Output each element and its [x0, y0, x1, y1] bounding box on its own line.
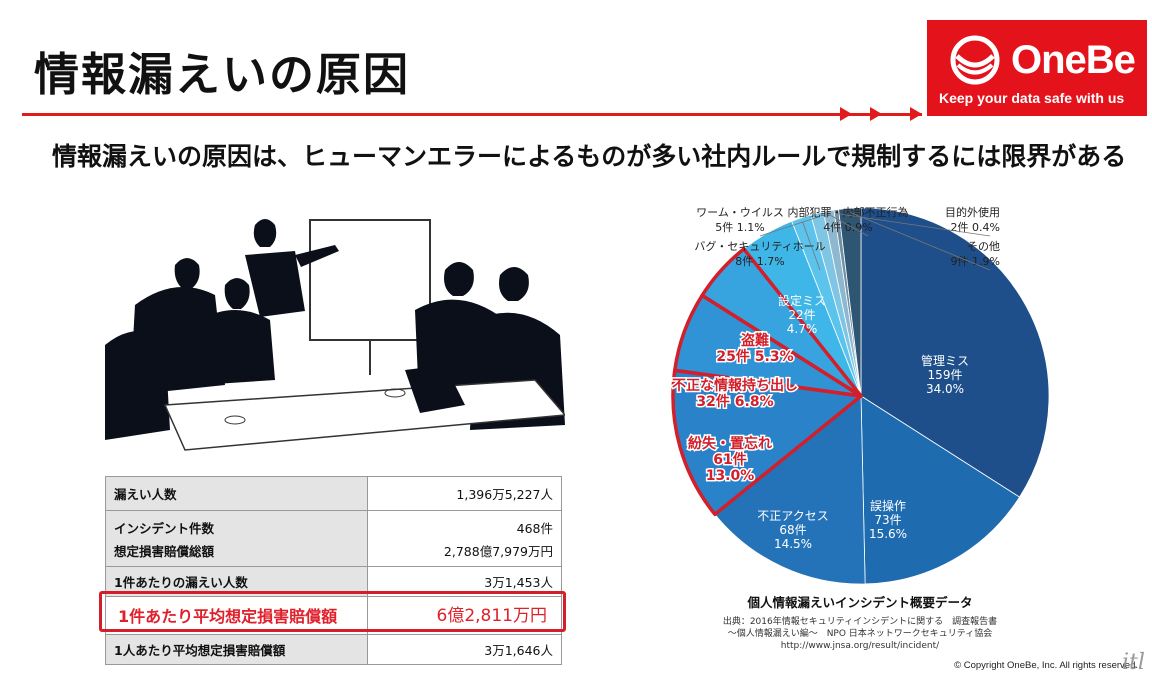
- slice-label-2: 不正アクセス 68件 14.5%: [757, 509, 828, 551]
- arrow-icon: [840, 107, 852, 121]
- corner-watermark: itl: [1122, 650, 1145, 675]
- title-underline: [22, 113, 922, 116]
- highlighted-stat-label: 1件あたり平均想定損害賠償額: [118, 607, 338, 626]
- slice-label-3: 紛失・置忘れ 61件 13.0%: [688, 435, 772, 484]
- highlight-outline-5: [700, 247, 863, 398]
- stat-value: 1,396万5,227人: [367, 476, 562, 511]
- table-row: [105, 596, 562, 635]
- highlighted-stat-value: 6億2,811万円: [436, 606, 547, 626]
- stat-label: 想定損害賠償総額: [114, 543, 215, 559]
- chart-title: 個人情報漏えいインシデント概要データ: [747, 595, 973, 610]
- slice-callout-8: ワーム・ウイルス 5件 1.1%: [696, 206, 784, 234]
- pie-slice-11: [838, 207, 862, 397]
- slice-callout-10: 目的外使用 2件 0.4%: [945, 205, 1000, 234]
- pie-slice-0: [860, 207, 1050, 498]
- stat-label: 1人あたり平均想定損害賠償額: [105, 634, 368, 665]
- slice-label-0: 管理ミス 159件 34.0%: [921, 353, 969, 396]
- pie-slice-2: [714, 395, 866, 585]
- slice-callout-11: その他 9件 1.9%: [951, 240, 1000, 268]
- company-logo: OneBe Keep your data safe with us: [927, 20, 1147, 116]
- slice-callout-9: 内部犯罪・内部不正行為 4件 0.9%: [788, 205, 909, 234]
- table-row: 1人あたり平均想定損害賠償額 3万1,646人: [105, 634, 562, 665]
- page-title: 情報漏えいの原因: [34, 48, 411, 101]
- slice-label-5: 盗難 25件 5.3%: [716, 332, 793, 365]
- stat-label: 漏えい人数: [105, 476, 368, 511]
- stat-value: 3万1,646人: [367, 634, 562, 665]
- chart-source: 出典：2016年情報セキュリティインシデントに関する 調査報告書 ～個人情報漏え…: [655, 616, 1065, 652]
- table-row: 漏えい人数 1,396万5,227人: [105, 476, 562, 511]
- logo-globe-icon: [950, 35, 1000, 85]
- slice-label-4: 不正な情報持ち出し 32件 6.8%: [672, 377, 798, 410]
- logo-tagline: Keep your data safe with us: [939, 90, 1125, 106]
- stat-label-spacer: [105, 596, 368, 635]
- callout-leader-9: [829, 214, 869, 237]
- slice-callout-7: バグ・セキュリティホール 8件 1.7%: [694, 239, 825, 268]
- stat-label-group: インシデント件数 想定損害賠償総額: [105, 510, 368, 567]
- slide-subtitle: 情報漏えいの原因は、ヒューマンエラーによるものが多い社内ルールで規制するには限界…: [52, 142, 1127, 171]
- table-row: インシデント件数 想定損害賠償総額 468件 2,788億7,979万円: [105, 510, 562, 567]
- stat-value-group: 468件 2,788億7,979万円: [367, 510, 562, 567]
- highlight-outline-3: [671, 368, 863, 517]
- stat-value-spacer: [367, 596, 562, 635]
- source-line: http://www.jnsa.org/result/incident/: [780, 641, 940, 651]
- stat-value: 468件: [516, 520, 553, 536]
- arrow-icon: [870, 107, 882, 121]
- slice-label-1: 誤操作 73件 15.6%: [869, 498, 907, 541]
- highlighted-stat-row: 1件あたり平均想定損害賠償額 6億2,811万円: [99, 591, 566, 632]
- arrow-icon: [910, 107, 922, 121]
- source-line: 出典：2016年情報セキュリティインシデントに関する 調査報告書: [722, 617, 998, 627]
- pie-slice-1: [860, 395, 1021, 585]
- incident-pie-chart: 管理ミス 159件 34.0% 誤操作 73件 15.6% 不正アクセス 68件 14.5% 紛失…: [671, 205, 1050, 585]
- source-line: ～個人情報漏えい編～ NPO 日本ネットワークセキュリティ協会: [727, 629, 993, 639]
- leak-stats-table: 漏えい人数 1,396万5,227人 インシデント件数 想定損害賠償総額 468…: [105, 476, 562, 665]
- callout-leader-7: [802, 221, 821, 271]
- stat-value: 2,788億7,979万円: [443, 543, 553, 559]
- callout-leader-8: [759, 216, 819, 237]
- slice-label-6: 設定ミス 22件 4.7%: [778, 293, 826, 336]
- logo-name: OneBe: [1011, 38, 1136, 82]
- copyright-text: © Copyright OneBe, Inc. All rights reser…: [954, 660, 1138, 671]
- callout-leader-11: [849, 211, 991, 271]
- business-meeting-illustration: [105, 219, 565, 451]
- stat-label: インシデント件数: [114, 520, 215, 536]
